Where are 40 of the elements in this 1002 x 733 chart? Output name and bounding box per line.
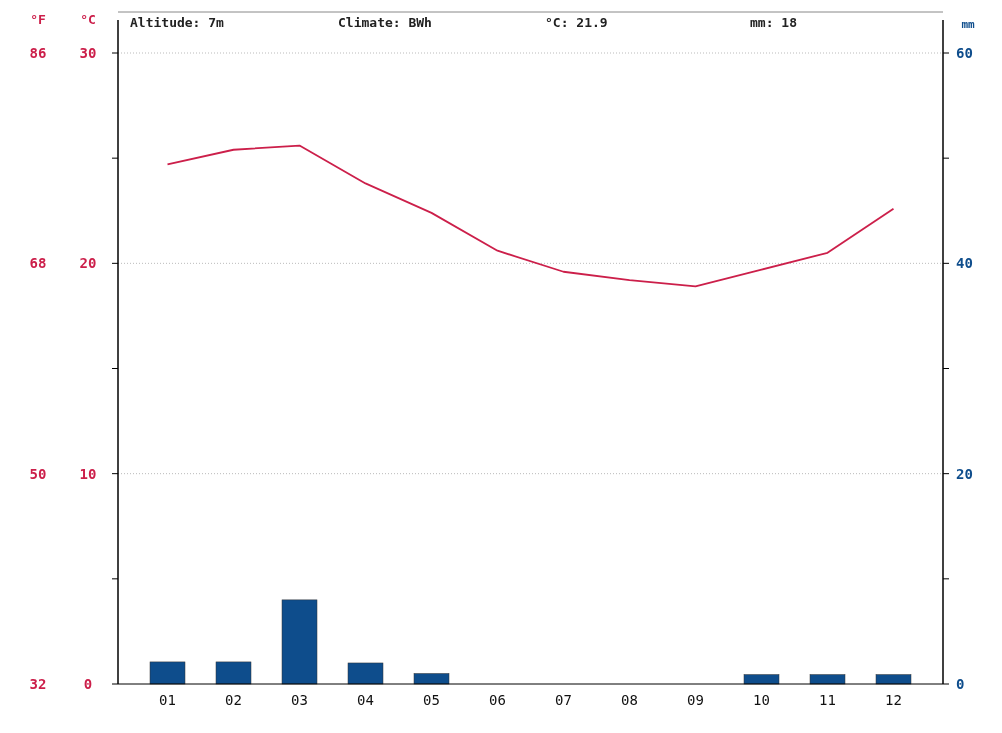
y-tick-label: 10 [79,465,97,482]
text: °C: 21.9 [545,15,608,30]
y2-tick-label: 40 [956,255,973,272]
x-tick-label: 12 [885,692,902,708]
x-tick-label: 05 [423,692,440,708]
y2-axis-title: mm [961,18,975,31]
line-series [166,144,895,288]
x-tick-label: 02 [225,692,242,708]
y-tick-label: 30 [79,45,97,61]
x-tick-label: 11 [819,692,836,708]
x-tick-label: 03 [291,692,308,708]
bar [281,599,318,685]
bar [809,674,846,685]
bar [413,673,450,685]
y-tick-label: 20 [79,255,97,272]
y2-tick-label: 0 [956,676,965,692]
y-axis-title: °C [80,12,96,27]
x-tick-label: 04 [357,692,374,708]
x-tick-label: 10 [753,692,770,708]
bar [215,661,252,685]
text: mm: 18 [750,15,798,30]
bar [875,674,912,685]
y3-tick-label: 50 [29,465,47,482]
y3-axis-title: °F [30,12,46,27]
x-tick-label: 09 [687,692,704,708]
y3-tick-label: 86 [29,45,47,61]
x-tick-label: 06 [489,692,506,708]
y2-tick-label: 20 [956,465,973,482]
bar [743,674,780,685]
y3-tick-label: 68 [29,255,47,272]
bar [347,662,384,685]
text: Climate: BWh [338,15,432,30]
y2-tick-label: 60 [956,45,973,61]
y-tick-label: 0 [83,676,93,692]
x-tick-label: 07 [555,692,572,708]
x-tick-label: 08 [621,692,638,708]
x-tick-label: 01 [159,692,176,708]
y3-tick-label: 32 [29,676,47,692]
text: Altitude: 7m [130,15,225,30]
bar [149,661,186,685]
